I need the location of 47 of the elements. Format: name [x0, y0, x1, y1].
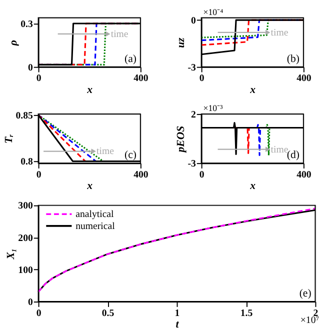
annotation: (d) [286, 149, 300, 162]
annotation: time [96, 146, 115, 158]
text: ×10⁷ [300, 315, 320, 326]
x-axis-title: x [86, 84, 94, 96]
y-axis-title: X₁ [5, 248, 18, 260]
text: ×10⁻³ [203, 103, 224, 114]
y-axis-title: pEOS [174, 126, 187, 154]
x-axis-title: t [176, 318, 180, 329]
legend-label: analytical [76, 209, 114, 220]
y-tick-label: 0.3 [20, 18, 33, 30]
y-axis-title: Tᵣ [2, 134, 15, 144]
y-tick-label: 0 [28, 296, 33, 308]
x-tick-label: 0 [36, 308, 42, 319]
x-tick-label: 400 [134, 73, 148, 84]
y-tick-label: 0 [28, 62, 33, 74]
y-tick-label: 0.85 [16, 110, 33, 122]
annotation: time [110, 28, 129, 40]
legend-label: numerical [76, 220, 116, 232]
y-tick-label: 0.8 [20, 156, 33, 168]
y-axis-title: uz [174, 36, 187, 48]
y-tick-label: -3 [188, 62, 196, 74]
text: ×10⁻⁴ [203, 6, 224, 17]
annotation: (c) [124, 149, 137, 162]
annotation: (e) [299, 288, 312, 300]
x-tick-label: 400 [296, 73, 312, 84]
x-tick-label: 0 [36, 73, 42, 84]
annotation: (b) [286, 52, 300, 65]
x-axis-title: x [249, 84, 256, 96]
x-tick-label: 1.5 [240, 308, 253, 319]
annotation: (a) [124, 52, 137, 65]
x-tick-label: 0.5 [102, 308, 114, 319]
y-axis-title: ρ [8, 40, 20, 47]
y-tick-label: 100 [18, 264, 33, 276]
y-tick-label: 2 [191, 109, 196, 120]
y-tick-label: -3 [188, 158, 196, 170]
y-tick-label: 0 [191, 16, 196, 27]
y-tick-label: 200 [18, 232, 33, 244]
y-tick-label: 300 [18, 200, 33, 212]
x-tick-label: 400 [296, 169, 312, 180]
annotation: time [270, 27, 289, 38]
x-tick-label: 0 [199, 169, 204, 180]
x-tick-label: 400 [134, 169, 148, 180]
x-tick-label: 0 [36, 169, 42, 180]
x-axis-title: x [86, 180, 94, 192]
x-axis-title: x [249, 180, 256, 192]
x-tick-label: 1 [174, 308, 180, 319]
x-tick-label: 0 [199, 73, 204, 84]
